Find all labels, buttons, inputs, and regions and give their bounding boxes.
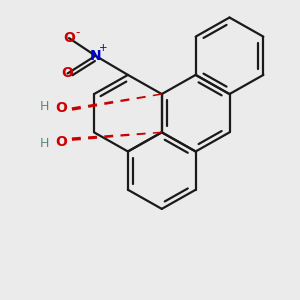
Text: +: +: [99, 44, 107, 53]
Text: H: H: [39, 100, 49, 113]
Text: O: O: [63, 31, 75, 45]
Text: -: -: [75, 26, 80, 39]
Text: O: O: [61, 66, 74, 80]
Text: O: O: [56, 135, 68, 149]
Text: H: H: [39, 137, 49, 150]
Text: O: O: [56, 101, 68, 115]
Text: N: N: [90, 49, 101, 63]
